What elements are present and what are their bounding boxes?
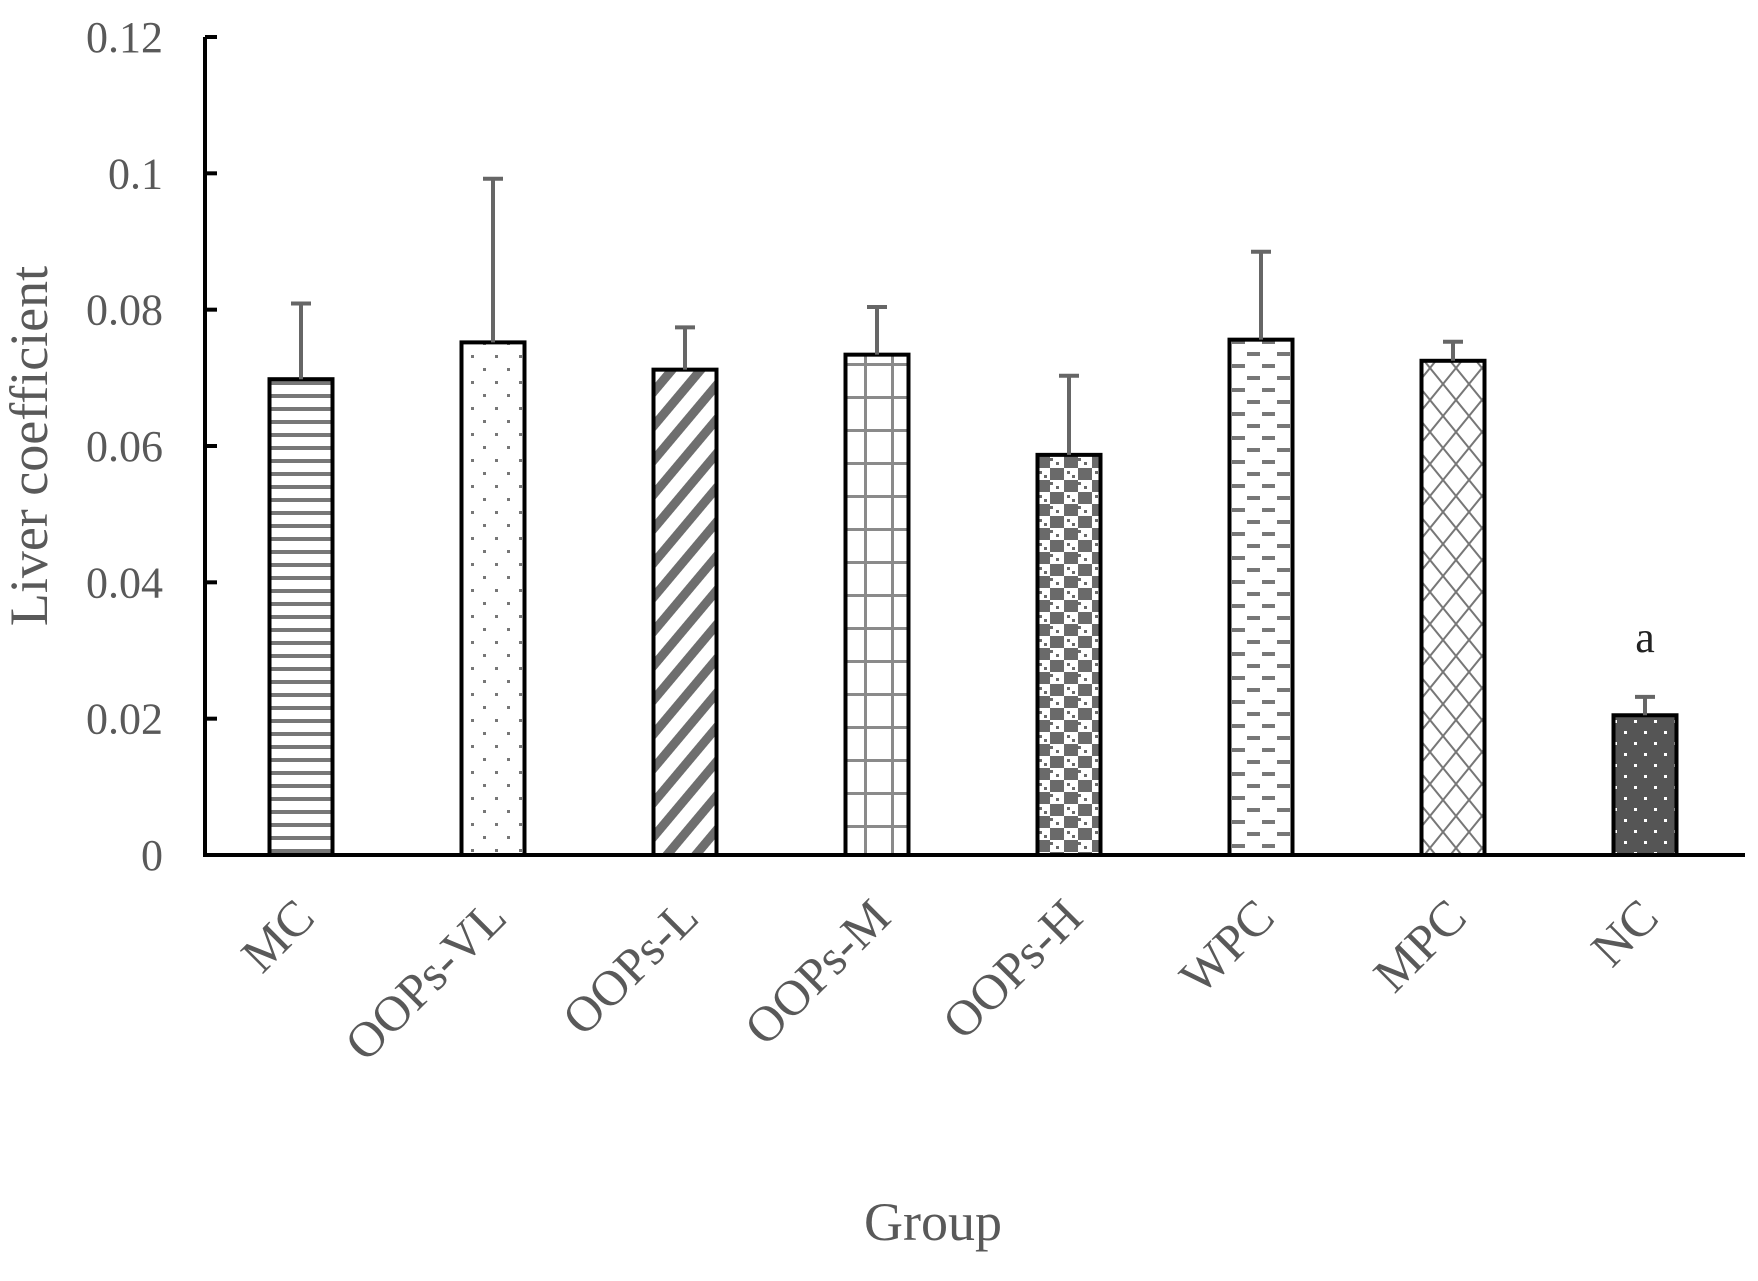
bar-mpc bbox=[1419, 358, 1487, 857]
category-label-oops-h: OOPs-H bbox=[931, 888, 1092, 1049]
category-label-wpc: WPC bbox=[1169, 888, 1285, 1004]
category-label-mpc: MPC bbox=[1362, 888, 1476, 1002]
y-axis-title: Liver coefficient bbox=[0, 266, 59, 626]
category-label-oops-l: OOPs-L bbox=[551, 888, 708, 1045]
significance-label-nc: a bbox=[1635, 613, 1655, 662]
axes-layer bbox=[203, 35, 1745, 857]
y-tick-label: 0.02 bbox=[86, 695, 163, 744]
x-axis-title: Group bbox=[864, 1192, 1002, 1252]
bars-layer bbox=[267, 337, 1679, 858]
category-label-oops-m: OOPs-M bbox=[733, 888, 900, 1055]
y-tick-label: 0.1 bbox=[108, 149, 163, 198]
bar-oops-l bbox=[651, 367, 719, 857]
y-tick-label: 0.06 bbox=[86, 422, 163, 471]
y-tick-label: 0 bbox=[141, 831, 163, 880]
labels-layer: MC OOPs-VL OOPs-L OOPs-M OOPs-H WPC MPC NC a 0 0.0… bbox=[0, 13, 1669, 1252]
bar-nc bbox=[1611, 713, 1679, 858]
category-label-mc: MC bbox=[230, 888, 325, 983]
y-tick-label: 0.08 bbox=[86, 286, 163, 335]
error-bars-layer bbox=[291, 176, 1655, 716]
bar-mc bbox=[267, 377, 335, 857]
bar-oops-h bbox=[1035, 452, 1103, 857]
category-label-nc: NC bbox=[1580, 888, 1669, 977]
bar-oops-m bbox=[843, 352, 911, 857]
y-tick-label: 0.12 bbox=[86, 13, 163, 62]
bar-wpc bbox=[1227, 337, 1295, 858]
category-label-oops-vl: OOPs-VL bbox=[334, 888, 517, 1071]
y-tick-label: 0.04 bbox=[86, 558, 163, 607]
bar-oops-vl bbox=[459, 340, 527, 857]
